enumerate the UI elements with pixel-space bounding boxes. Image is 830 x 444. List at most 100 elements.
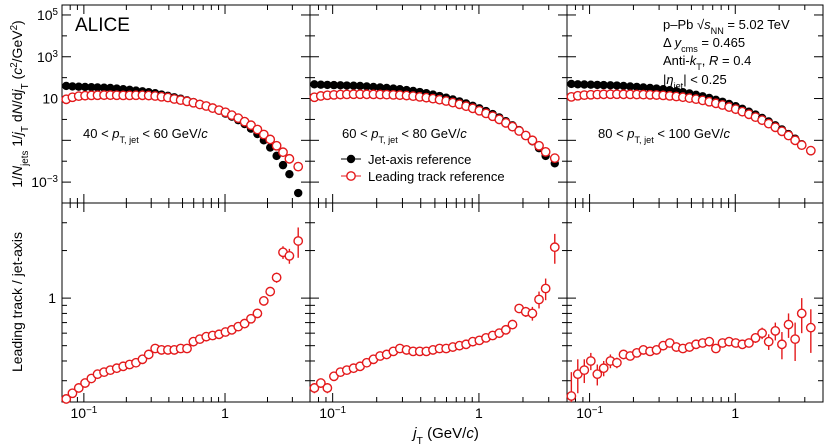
y-tick-label: 10 xyxy=(42,91,58,107)
rapidity-label: Δ ycms = 0.465 xyxy=(663,35,745,54)
jet-axis-point xyxy=(329,80,339,90)
jet-axis-point xyxy=(355,81,365,91)
ratio-point xyxy=(757,328,768,339)
ratio-point xyxy=(598,363,609,374)
top-panel-1 xyxy=(61,81,304,198)
bottom-y-axis-title: Leading track / jet-axis xyxy=(9,232,25,372)
ratio-point xyxy=(579,365,590,376)
ratio-point xyxy=(611,357,622,368)
jet-axis-point xyxy=(625,82,635,91)
jet-axis-point xyxy=(632,82,642,92)
x-tick-label: 1 xyxy=(475,405,483,421)
jet-axis-point xyxy=(375,83,385,92)
jet-axis-point xyxy=(382,83,391,93)
ratio-point xyxy=(500,324,511,335)
bottom-panel-2 xyxy=(309,233,560,394)
jet-axis-point xyxy=(74,82,83,91)
ratio-point xyxy=(258,296,269,306)
jet-axis-point xyxy=(112,84,121,93)
ratio-point xyxy=(246,313,256,324)
jet-axis-point xyxy=(93,83,102,92)
jet-axis-point xyxy=(593,80,602,90)
leading-track-point xyxy=(549,153,560,164)
top-panel-2 xyxy=(309,80,560,168)
leading-track-point xyxy=(278,147,288,158)
leading-track-point xyxy=(271,140,282,151)
jet-axis-point xyxy=(323,80,332,90)
ratio-point xyxy=(284,251,295,261)
bottom-panel-1 xyxy=(61,227,304,404)
ratio-point xyxy=(315,378,326,388)
bottom-panel-3 xyxy=(566,298,816,402)
jet-axis-point xyxy=(80,82,90,92)
leading-track-point xyxy=(284,153,295,164)
ratio-point xyxy=(777,339,787,350)
ratio-point xyxy=(67,388,78,399)
ratio-point xyxy=(549,242,560,253)
ratio-point xyxy=(744,338,754,348)
jet-axis-point xyxy=(106,83,115,93)
ratio-point xyxy=(540,283,551,294)
ratio-point xyxy=(710,343,721,354)
legend-leading-track-label: Leading track reference xyxy=(368,169,505,184)
jet-axis-point xyxy=(599,80,608,90)
leading-track-point xyxy=(796,140,807,151)
x-tick-label: 10−1 xyxy=(319,405,346,422)
jet-axis-point xyxy=(87,82,96,92)
ratio-point xyxy=(271,272,282,283)
x-tick-label: 1 xyxy=(731,405,739,421)
top-y-axis-title: 1/Njets 1/jT dN/djT (c2/GeV2) xyxy=(9,20,31,187)
jet-axis-point xyxy=(285,169,294,179)
leading-track-point xyxy=(527,135,538,146)
ratio-point xyxy=(651,345,662,355)
jet-axis-point xyxy=(316,80,326,89)
ratio-point xyxy=(293,236,304,246)
leading-track-point xyxy=(265,134,276,145)
bottom-panel-frame xyxy=(566,202,824,403)
ratio-point xyxy=(137,354,148,365)
ratio-point xyxy=(790,334,801,345)
top-panel-3 xyxy=(566,79,816,156)
leading-track-point xyxy=(514,126,525,136)
ratio-point xyxy=(73,383,84,393)
pt-range-label: 80 < pT, jet < 100 GeV/c xyxy=(598,126,730,145)
jet-axis-point xyxy=(586,80,596,89)
jet-axis-point xyxy=(68,82,77,91)
ratio-point xyxy=(527,308,538,319)
x-tick-label: 1 xyxy=(221,405,229,421)
pt-range-label: 40 < pT, jet < 60 GeV/c xyxy=(83,126,208,145)
leading-track-point xyxy=(258,129,269,140)
jet-axis-point xyxy=(278,160,288,170)
pt-range-label: 60 < pT, jet < 80 GeV/c xyxy=(342,126,467,145)
ratio-point xyxy=(239,318,250,329)
y-tick-label: 105 xyxy=(37,6,59,23)
algorithm-label: Anti-kT, R = 0.4 xyxy=(663,53,751,72)
legend-jet-axis-marker xyxy=(346,154,356,164)
leading-track-point xyxy=(252,124,263,135)
ratio-point xyxy=(322,383,333,393)
jet-axis-point xyxy=(369,82,378,92)
y-tick-label: 1 xyxy=(48,290,56,306)
leading-track-point xyxy=(293,161,304,172)
panels-layer xyxy=(61,4,824,404)
jet-axis-point xyxy=(612,81,622,90)
ratio-point xyxy=(585,356,596,366)
jet-axis-point xyxy=(342,81,352,90)
experiment-label: ALICE xyxy=(75,15,130,36)
ratio-point xyxy=(805,322,816,333)
eta-label: |ηjet| < 0.25 xyxy=(663,72,727,91)
ratio-point xyxy=(143,349,154,360)
ratio-point xyxy=(309,383,320,393)
leading-track-point xyxy=(520,130,531,141)
ratio-point xyxy=(592,369,603,380)
legend-leading-track-marker xyxy=(346,171,356,181)
jet-axis-point xyxy=(310,80,319,89)
jet-axis-point xyxy=(294,188,303,198)
x-tick-label: 10−1 xyxy=(576,405,603,422)
y-tick-label: 103 xyxy=(37,48,59,65)
leading-track-point xyxy=(540,146,551,157)
jet-axis-point xyxy=(349,81,358,90)
ratio-point xyxy=(265,286,276,297)
ratio-point xyxy=(796,308,807,319)
